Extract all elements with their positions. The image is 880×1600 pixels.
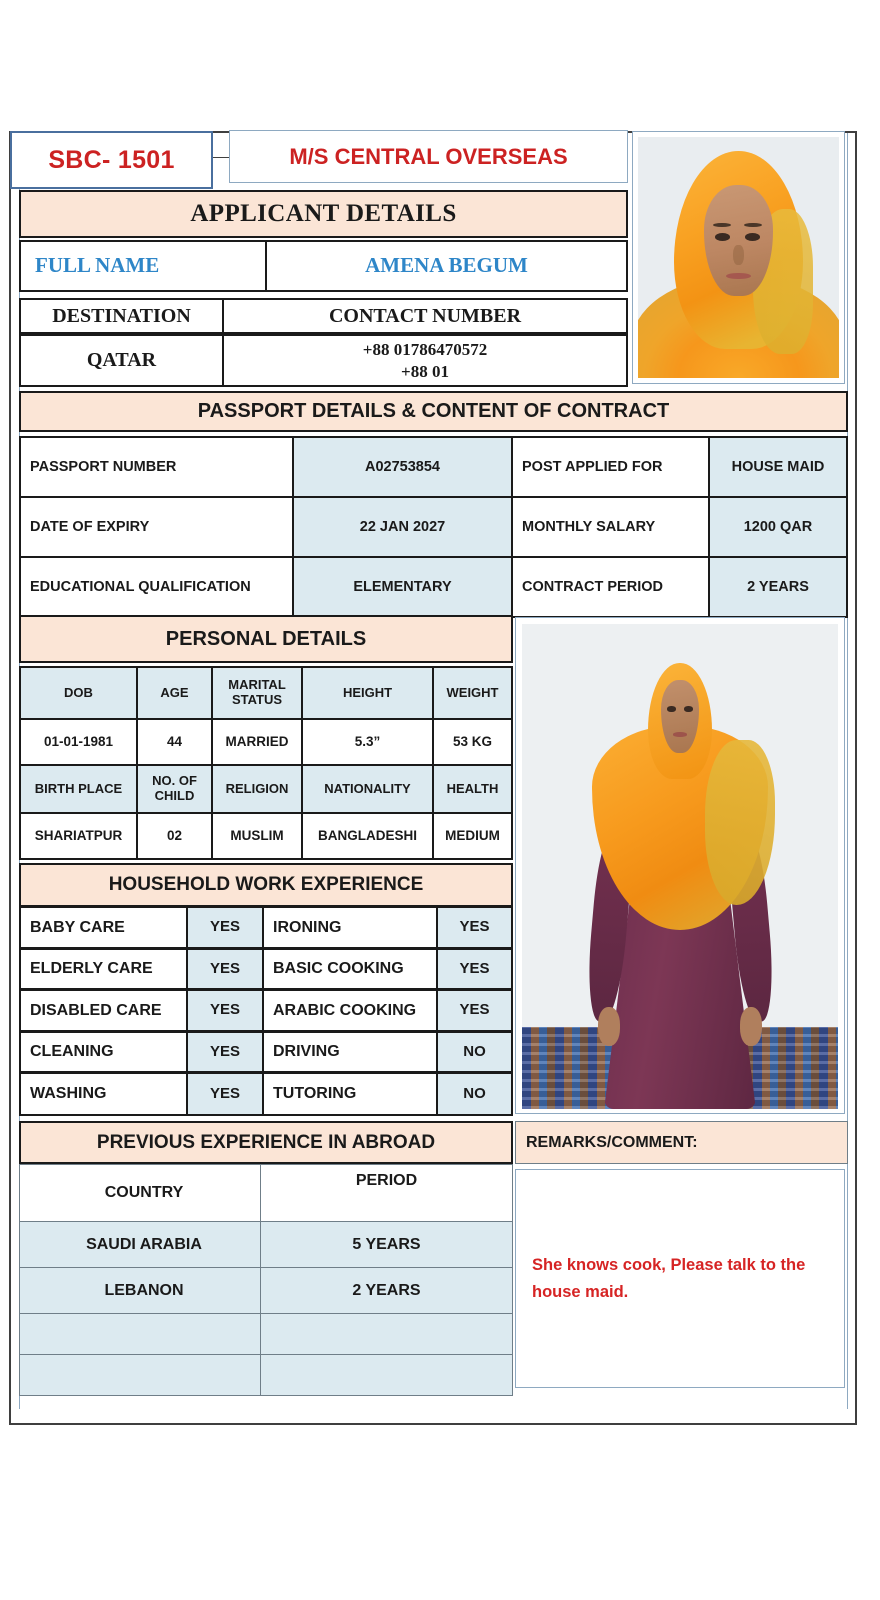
header-age: AGE [136,666,213,720]
label-basic-cooking: BASIC COOKING [262,948,438,990]
reference-code-box: SBC- 1501 [10,131,213,189]
company-name-text: M/S CENTRAL OVERSEAS [289,143,568,169]
label-disabled-care: DISABLED CARE [19,989,188,1032]
label-tutoring: TUTORING [262,1072,438,1116]
label-ironing: IRONING [262,906,438,949]
headshot-image [638,137,839,378]
header-country: COUNTRY [19,1164,269,1222]
answer-basic-cooking: YES [436,948,513,990]
answer-arabic-cooking: YES [436,989,513,1032]
reference-code-text: SBC- 1501 [48,145,175,174]
fullbody-portrait-art [522,624,838,1109]
header-marital-status: MARITAL STATUS [211,666,303,720]
contact-number-line-2: +88 01 [401,361,449,381]
header-period: PERIOD [260,1164,513,1222]
section-title-previous-experience: PREVIOUS EXPERIENCE IN ABROAD [19,1121,513,1164]
label-full-name: FULL NAME [19,240,267,292]
label-destination: DESTINATION [19,298,224,334]
value-age: 44 [136,718,213,766]
value-country-2: LEBANON [19,1267,269,1314]
value-religion: MUSLIM [211,812,303,860]
value-period-4 [260,1354,513,1396]
contact-number-line-1: +88 01786470572 [362,340,488,360]
remarks-text: She knows cook, Please talk to the house… [532,1256,806,1301]
header-health: HEALTH [432,764,513,814]
section-title-passport-details: PASSPORT DETAILS & CONTENT OF CONTRACT [19,391,848,432]
value-country-1: SAUDI ARABIA [19,1221,269,1268]
label-driving: DRIVING [262,1031,438,1073]
value-passport-number: A02753854 [292,436,513,498]
section-title-household-work-experience: HOUSEHOLD WORK EXPERIENCE [19,863,513,907]
answer-ironing: YES [436,906,513,949]
header-height: HEIGHT [301,666,434,720]
value-contact-number: +88 01786470572 +88 01 [222,334,628,387]
value-country-3 [19,1313,269,1355]
label-educational-qualification: EDUCATIONAL QUALIFICATION [19,556,294,618]
value-post-applied-for: HOUSE MAID [708,436,848,498]
value-destination: QATAR [19,334,224,387]
header-connector-line [209,157,230,158]
value-no-of-child: 02 [136,812,213,860]
headshot-portrait-art [638,137,839,378]
value-monthly-salary: 1200 QAR [708,496,848,558]
answer-elderly-care: YES [186,948,264,990]
label-post-applied-for: POST APPLIED FOR [511,436,710,498]
section-title-applicant-details: APPLICANT DETAILS [19,190,628,238]
label-washing: WASHING [19,1072,188,1116]
section-title-personal-details: PERSONAL DETAILS [19,615,513,663]
label-passport-number: PASSPORT NUMBER [19,436,294,498]
value-period-2: 2 YEARS [260,1267,513,1314]
answer-baby-care: YES [186,906,264,949]
page-inner-rule-right [847,133,848,1409]
value-dob: 01-01-1981 [19,718,138,766]
label-baby-care: BABY CARE [19,906,188,949]
value-date-of-expiry: 22 JAN 2027 [292,496,513,558]
value-health: MEDIUM [432,812,513,860]
header-weight: WEIGHT [432,666,513,720]
label-elderly-care: ELDERLY CARE [19,948,188,990]
value-birth-place: SHARIATPUR [19,812,138,860]
label-contract-period: CONTRACT PERIOD [511,556,710,618]
applicant-headshot-photo [632,131,845,384]
label-monthly-salary: MONTHLY SALARY [511,496,710,558]
header-nationality: NATIONALITY [301,764,434,814]
value-full-name: AMENA BEGUM [265,240,628,292]
section-title-remarks: REMARKS/COMMENT: [515,1121,848,1164]
header-dob: DOB [19,666,138,720]
answer-disabled-care: YES [186,989,264,1032]
answer-driving: NO [436,1031,513,1073]
value-weight: 53 KG [432,718,513,766]
value-height: 5.3” [301,718,434,766]
header-no-of-child: NO. OF CHILD [136,764,213,814]
label-date-of-expiry: DATE OF EXPIRY [19,496,294,558]
label-contact-number: CONTACT NUMBER [222,298,628,334]
applicant-fullbody-photo [515,617,845,1114]
value-contract-period: 2 YEARS [708,556,848,618]
label-cleaning: CLEANING [19,1031,188,1073]
answer-cleaning: YES [186,1031,264,1073]
company-name-box: M/S CENTRAL OVERSEAS [229,130,628,183]
answer-tutoring: NO [436,1072,513,1116]
header-birth-place: BIRTH PLACE [19,764,138,814]
value-nationality: BANGLADESHI [301,812,434,860]
value-marital-status: MARRIED [211,718,303,766]
remarks-content-box: She knows cook, Please talk to the house… [515,1169,845,1388]
value-educational-qualification: ELEMENTARY [292,556,513,618]
value-period-1: 5 YEARS [260,1221,513,1268]
value-country-4 [19,1354,269,1396]
fullbody-image [522,624,838,1109]
header-religion: RELIGION [211,764,303,814]
label-arabic-cooking: ARABIC COOKING [262,989,438,1032]
value-period-3 [260,1313,513,1355]
answer-washing: YES [186,1072,264,1116]
